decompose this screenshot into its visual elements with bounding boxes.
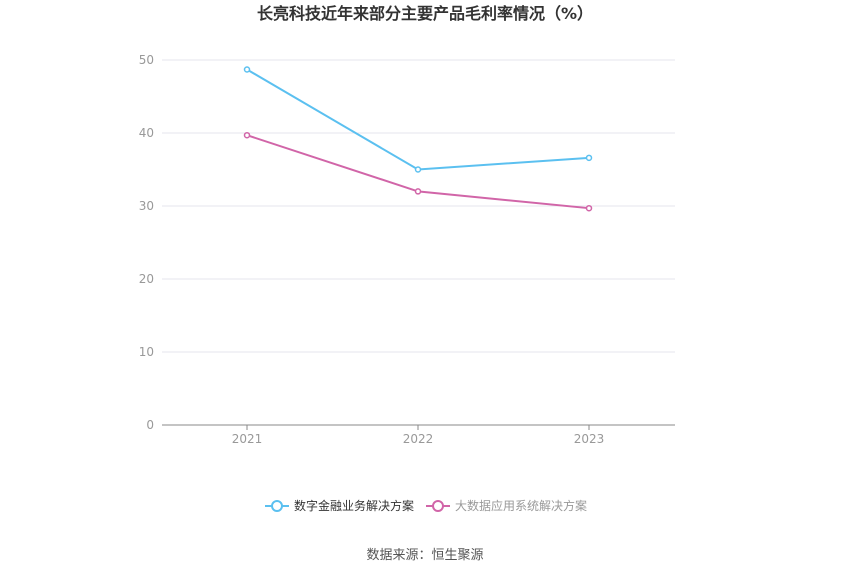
- data-point[interactable]: [585, 204, 593, 212]
- data-point[interactable]: [585, 154, 593, 162]
- data-point[interactable]: [243, 131, 251, 139]
- x-tick-label: 2022: [403, 432, 434, 446]
- chart-title: 长亮科技近年来部分主要产品毛利率情况（%）: [257, 4, 593, 23]
- series-line-1: [246, 68, 590, 171]
- legend-marker: [271, 500, 283, 512]
- y-tick-label: 0: [146, 418, 154, 432]
- series-group: [243, 66, 593, 212]
- y-tick-label: 10: [139, 345, 154, 359]
- legend: 数字金融业务解决方案 大数据应用系统解决方案: [265, 498, 587, 513]
- source-note: 数据来源：恒生聚源: [366, 548, 483, 563]
- y-tick-label: 20: [139, 272, 154, 286]
- y-tick-label: 40: [139, 126, 154, 140]
- data-point[interactable]: [414, 166, 422, 173]
- legend-item-1[interactable]: 数字金融业务解决方案: [265, 498, 414, 513]
- x-tick-label: 2023: [574, 432, 605, 446]
- y-tick-label: 30: [139, 199, 154, 213]
- y-tick-label: 50: [139, 53, 154, 67]
- x-tick-label: 2021: [232, 432, 263, 446]
- legend-label: 数字金融业务解决方案: [294, 498, 414, 513]
- grid-lines: [162, 59, 675, 353]
- legend-marker: [432, 500, 444, 512]
- legend-item-2[interactable]: 大数据应用系统解决方案: [426, 498, 587, 513]
- x-axis-ticks: 2021 2022 2023: [232, 425, 605, 446]
- legend-label: 大数据应用系统解决方案: [455, 498, 587, 513]
- y-axis-ticks: 0 10 20 30 40 50: [139, 53, 154, 432]
- data-point[interactable]: [243, 66, 251, 73]
- data-point[interactable]: [414, 188, 422, 195]
